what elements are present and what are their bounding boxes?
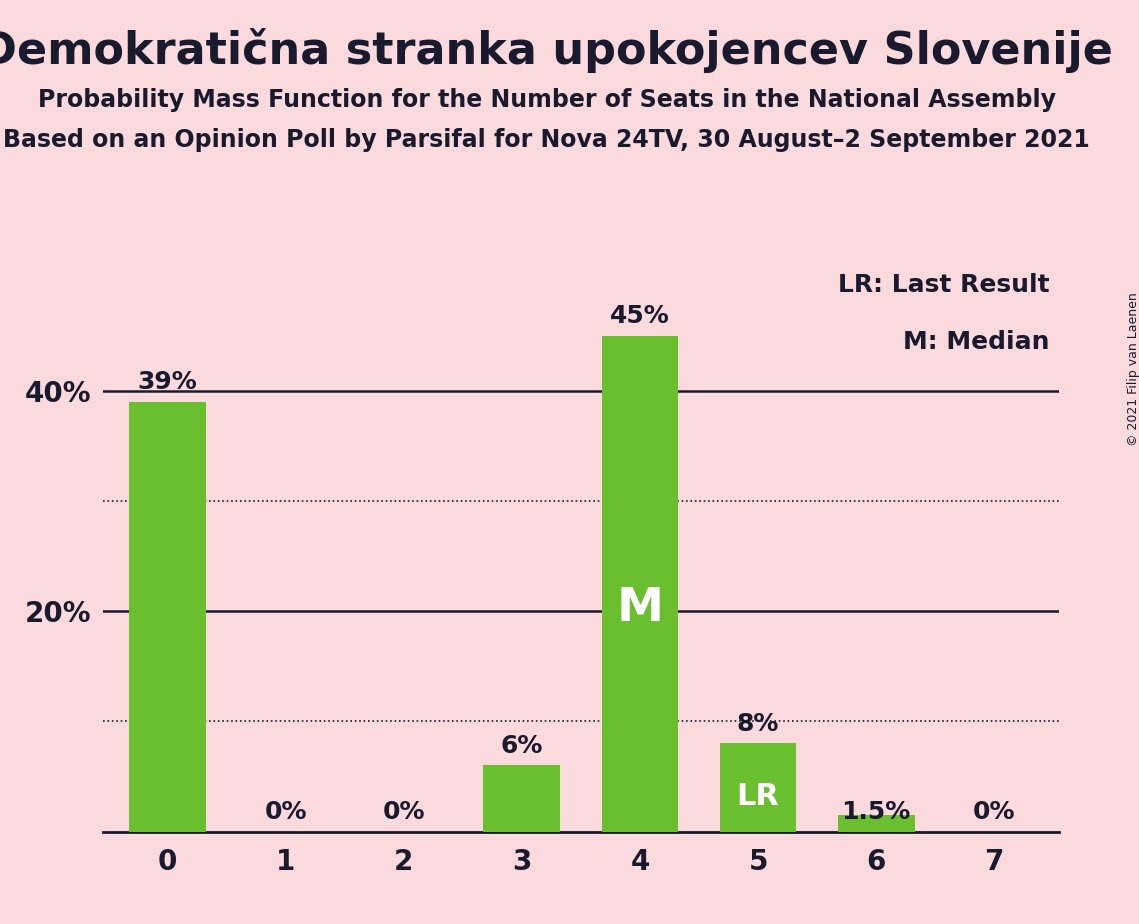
Text: M: Median: M: Median (903, 331, 1050, 354)
Text: 8%: 8% (737, 711, 779, 736)
Text: Based on an Opinion Poll by Parsifal for Nova 24TV, 30 August–2 September 2021: Based on an Opinion Poll by Parsifal for… (3, 128, 1090, 152)
Text: 1.5%: 1.5% (842, 800, 911, 824)
Bar (720, 744, 796, 832)
Text: © 2021 Filip van Laenen: © 2021 Filip van Laenen (1126, 293, 1139, 446)
Text: M: M (616, 586, 663, 631)
Text: 0%: 0% (383, 800, 425, 824)
Text: Demokratična stranka upokojencev Slovenije: Demokratična stranka upokojencev Sloveni… (0, 28, 1113, 73)
Bar (838, 815, 915, 832)
Text: Probability Mass Function for the Number of Seats in the National Assembly: Probability Mass Function for the Number… (38, 88, 1056, 112)
Text: 39%: 39% (138, 371, 197, 395)
Text: 6%: 6% (501, 734, 543, 758)
Text: 0%: 0% (264, 800, 306, 824)
Text: 0%: 0% (973, 800, 1016, 824)
Text: LR: LR (737, 782, 779, 811)
Bar (129, 402, 206, 832)
Bar (601, 335, 679, 832)
Text: 45%: 45% (611, 304, 670, 328)
Text: LR: Last Result: LR: Last Result (838, 274, 1050, 297)
Bar (483, 765, 560, 832)
